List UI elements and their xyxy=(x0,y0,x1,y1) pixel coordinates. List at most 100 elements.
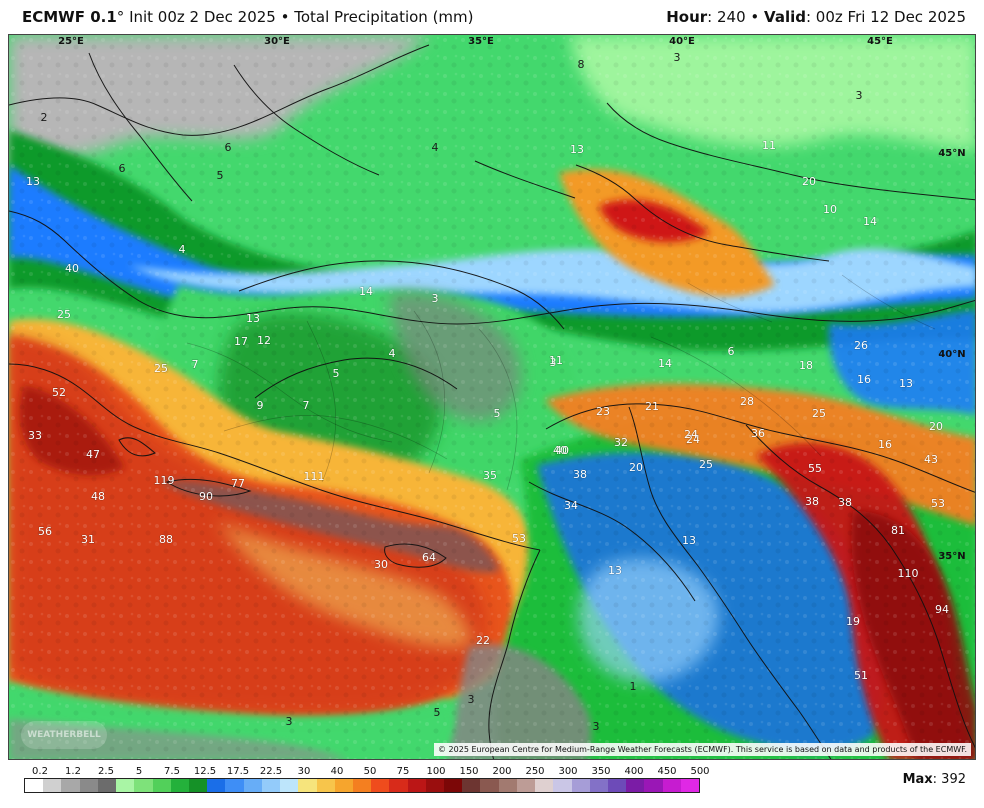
province-line-6 xyxy=(650,336,822,457)
grid-coordinate-label: 45°E xyxy=(867,36,893,47)
max-value: : 392 xyxy=(932,772,966,787)
precipitation-value-label: 20 xyxy=(629,461,643,474)
hour-value: : 240 xyxy=(707,8,746,26)
precipitation-value-label: 23 xyxy=(596,405,610,418)
northern-country-border xyxy=(233,64,380,176)
precipitation-value-label: 6 xyxy=(119,162,126,175)
grid-coordinate-label: 30°E xyxy=(264,36,290,47)
precipitation-value-label: 3 xyxy=(856,89,863,102)
precipitation-value-label: 47 xyxy=(86,448,100,461)
crimea-border xyxy=(474,160,576,199)
iran-border xyxy=(745,424,975,749)
legend-color-swatch xyxy=(188,779,208,792)
legend-label: 2.5 xyxy=(98,766,114,777)
syria-iraq-border xyxy=(628,406,832,759)
legend-color-swatch xyxy=(334,779,353,792)
precipitation-value-label: 24 xyxy=(686,433,700,446)
precipitation-value-label: 38 xyxy=(805,495,819,508)
legend-color-swatch xyxy=(371,779,390,792)
legend-color-swatch xyxy=(425,779,445,792)
precipitation-map: 2 13 8 3 3 6 5 6 4 4 13 11 20 10 14 40 25 52 33 47 48 56 31 88 1… xyxy=(8,34,976,760)
legend-label: 0.2 xyxy=(32,766,48,777)
legend-color-swatch xyxy=(480,779,499,792)
precipitation-value-label: 25 xyxy=(154,362,168,375)
legend-color-swatch xyxy=(389,779,408,792)
legend-color-swatch xyxy=(261,779,281,792)
legend-label: 5 xyxy=(135,766,143,777)
grid-coordinate-label: 35°E xyxy=(468,36,494,47)
precipitation-value-label: 1 xyxy=(630,680,637,693)
precipitation-value-label: 12 xyxy=(257,334,271,347)
precipitation-value-label: 43 xyxy=(924,453,938,466)
province-line-1 xyxy=(186,342,393,443)
precipitation-value-label: 25 xyxy=(57,308,71,321)
legend-label: 450 xyxy=(657,766,677,777)
precipitation-value-label: 7 xyxy=(192,358,199,371)
header-bullet: • xyxy=(280,8,290,26)
legend-color-swatch xyxy=(170,779,189,792)
legend-scale-labels: 0.2 1.2 2.5 5 7.5 12.5 17.5 22.5 30 40 50 75 100 150 2… xyxy=(23,766,710,778)
legend-label: 40 xyxy=(330,766,344,777)
grid-coordinate-label: 35°N xyxy=(938,551,965,562)
precipitation-value-label: 64 xyxy=(422,551,436,564)
precipitation-value-label: 5 xyxy=(333,367,340,380)
precipitation-value-label: 4 xyxy=(389,347,396,360)
southern-border-line xyxy=(545,403,975,493)
precipitation-value-label: 40 xyxy=(553,444,567,457)
precipitation-value-label: 111 xyxy=(304,470,325,483)
legend-label: 75 xyxy=(396,766,410,777)
province-line-3 xyxy=(413,310,446,474)
province-line-2 xyxy=(223,415,448,460)
precipitation-value-label: 3 xyxy=(286,715,293,728)
precipitation-value-label: 18 xyxy=(799,359,813,372)
precipitation-value-label: 25 xyxy=(699,458,713,471)
legend-color-swatch xyxy=(116,779,135,792)
legend-color-swatch xyxy=(79,779,98,792)
legend-color-swatch xyxy=(152,779,171,792)
legend-color-swatch xyxy=(97,779,117,792)
legend-color-swatch xyxy=(25,779,44,792)
precipitation-value-label: 21 xyxy=(645,400,659,413)
legend-label: 400 xyxy=(624,766,644,777)
precipitation-value-label: 13 xyxy=(682,534,696,547)
precipitation-value-label: 4 xyxy=(432,141,439,154)
precipitation-value-label: 110 xyxy=(898,567,919,580)
precipitation-value-label: 33 xyxy=(28,429,42,442)
precipitation-value-label: 81 xyxy=(891,524,905,537)
precipitation-value-label: 28 xyxy=(740,395,754,408)
northern-border-line xyxy=(606,102,975,201)
island-outline-west xyxy=(118,437,156,457)
init-time: Init 00z 2 Dec 2025 xyxy=(129,8,276,26)
legend-color-swatch xyxy=(626,779,645,792)
precipitation-value-label: 3 xyxy=(674,51,681,64)
precipitation-value-label: 55 xyxy=(808,462,822,475)
legend-color-swatch xyxy=(535,779,554,792)
precipitation-value-label: 7 xyxy=(303,399,310,412)
grid-coordinate-label: 45°N xyxy=(938,148,965,159)
precipitation-value-label: 19 xyxy=(846,615,860,628)
legend-color-swatch xyxy=(680,779,700,792)
precipitation-value-label: 11 xyxy=(762,139,776,152)
province-line-5 xyxy=(478,328,518,491)
legend-color-swatch xyxy=(316,779,335,792)
precipitation-value-label: 56 xyxy=(38,525,52,538)
legend-color-swatch xyxy=(498,779,517,792)
precipitation-value-label: 5 xyxy=(494,407,501,420)
black-sea-southern-coast xyxy=(9,210,975,325)
legend-color-swatch xyxy=(589,779,608,792)
precipitation-value-label: 26 xyxy=(854,339,868,352)
precipitation-value-label: 22 xyxy=(476,634,490,647)
legend-label: 22.5 xyxy=(259,766,283,777)
grid-labels: 25°E 30°E 35°E 40°E 45°E 45°N 40°N 35°N xyxy=(58,36,966,562)
precipitation-value-label: 14 xyxy=(359,285,373,298)
legend-color-swatch xyxy=(662,779,681,792)
crete-outline xyxy=(165,478,252,497)
legend-label: 12.5 xyxy=(193,766,217,777)
legend-label: 350 xyxy=(591,766,611,777)
header-title: ECMWF 0.1° Init 00z 2 Dec 2025 • Total P… xyxy=(22,0,474,34)
precipitation-value-label: 32 xyxy=(614,436,628,449)
precipitation-value-label: 90 xyxy=(199,490,213,503)
precipitation-value-label: 16 xyxy=(878,438,892,451)
